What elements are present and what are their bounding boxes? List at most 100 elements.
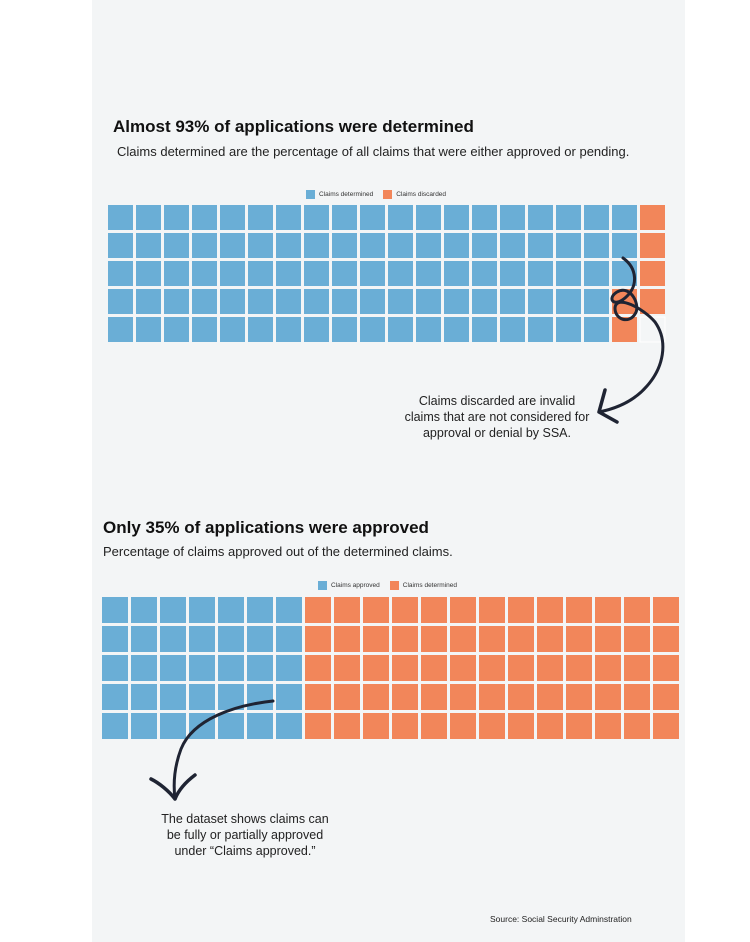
waffle-cell-claims-determined [624, 713, 650, 739]
waffle-cell-claims-approved [160, 713, 186, 739]
waffle-cell-claims-determined [566, 597, 592, 623]
waffle-cell-claims-determined [556, 233, 581, 258]
waffle-cell-claims-approved [131, 626, 157, 652]
chart2-waffle [102, 597, 679, 739]
waffle-cell-claims-determined [192, 317, 217, 342]
waffle-cell-claims-determined [472, 317, 497, 342]
waffle-cell-claims-determined [653, 684, 679, 710]
waffle-cell-claims-determined [360, 233, 385, 258]
waffle-cell-claims-determined [556, 289, 581, 314]
waffle-cell-claims-approved [218, 597, 244, 623]
waffle-cell-claims-determined [164, 233, 189, 258]
waffle-cell-claims-determined [444, 289, 469, 314]
waffle-cell-claims-determined [528, 317, 553, 342]
waffle-cell-claims-determined [500, 205, 525, 230]
waffle-cell-claims-determined [108, 289, 133, 314]
waffle-cell-claims-discarded [640, 205, 665, 230]
waffle-cell-claims-determined [584, 233, 609, 258]
waffle-cell-claims-determined [537, 713, 563, 739]
waffle-cell-claims-determined [537, 655, 563, 681]
waffle-cell-claims-discarded [640, 261, 665, 286]
waffle-cell-claims-determined [334, 713, 360, 739]
waffle-cell-claims-determined [334, 626, 360, 652]
waffle-cell-claims-determined [444, 317, 469, 342]
waffle-cell-claims-determined [363, 713, 389, 739]
waffle-cell-claims-determined [450, 684, 476, 710]
waffle-cell-claims-determined [584, 261, 609, 286]
waffle-cell-claims-determined [472, 289, 497, 314]
waffle-cell-claims-determined [450, 713, 476, 739]
waffle-cell-claims-determined [444, 261, 469, 286]
waffle-cell-claims-determined [332, 289, 357, 314]
waffle-cell-claims-determined [305, 684, 331, 710]
waffle-cell-claims-determined [164, 205, 189, 230]
waffle-cell-claims-determined [276, 261, 301, 286]
chart1-title: Almost 93% of applications were determin… [113, 117, 474, 136]
waffle-cell-claims-approved [276, 655, 302, 681]
waffle-cell-claims-determined [305, 597, 331, 623]
waffle-cell-claims-discarded [640, 289, 665, 314]
legend-item-claims-discarded: Claims discarded [383, 190, 446, 199]
legend-swatch [383, 190, 393, 199]
waffle-cell-claims-determined [304, 261, 329, 286]
waffle-cell-claims-determined [192, 261, 217, 286]
legend-swatch [318, 581, 327, 590]
waffle-cell-claims-determined [332, 233, 357, 258]
waffle-cell-claims-determined [528, 261, 553, 286]
chart1-legend: Claims determined Claims discarded [306, 190, 456, 199]
waffle-cell-claims-determined [276, 289, 301, 314]
waffle-cell-claims-determined [479, 626, 505, 652]
waffle-cell-claims-determined [537, 626, 563, 652]
waffle-cell-claims-determined [276, 317, 301, 342]
waffle-cell-claims-determined [566, 626, 592, 652]
waffle-cell-claims-determined [421, 713, 447, 739]
chart2-annotation-arrow [149, 699, 275, 801]
waffle-cell-claims-determined [248, 317, 273, 342]
chart2-legend: Claims approved Claims determined [318, 581, 467, 590]
waffle-cell-claims-determined [624, 597, 650, 623]
waffle-cell-claims-determined [248, 261, 273, 286]
waffle-cell-claims-determined [508, 684, 534, 710]
waffle-cell-claims-determined [416, 233, 441, 258]
waffle-cell-claims-approved [218, 713, 244, 739]
waffle-cell-claims-determined [392, 655, 418, 681]
waffle-cell-claims-determined [108, 233, 133, 258]
waffle-cell-claims-determined [479, 713, 505, 739]
waffle-cell-claims-determined [479, 597, 505, 623]
waffle-cell-claims-determined [556, 317, 581, 342]
waffle-cell-claims-determined [500, 233, 525, 258]
waffle-cell-claims-approved [160, 626, 186, 652]
waffle-cell-claims-determined [334, 684, 360, 710]
waffle-cell-claims-determined [537, 684, 563, 710]
waffle-cell-claims-determined [508, 597, 534, 623]
waffle-cell-claims-determined [248, 233, 273, 258]
waffle-cell-claims-approved [160, 655, 186, 681]
waffle-cell-claims-determined [595, 713, 621, 739]
waffle-cell-claims-determined [584, 205, 609, 230]
chart2-title: Only 35% of applications were approved [103, 518, 429, 537]
waffle-cell-claims-determined [388, 317, 413, 342]
waffle-cell-claims-determined [363, 626, 389, 652]
waffle-cell-claims-determined [305, 626, 331, 652]
waffle-cell-claims-determined [332, 317, 357, 342]
waffle-cell-claims-determined [108, 317, 133, 342]
waffle-cell-claims-determined [164, 317, 189, 342]
waffle-cell-claims-determined [248, 289, 273, 314]
waffle-cell-claims-determined [416, 289, 441, 314]
waffle-cell-claims-approved [102, 655, 128, 681]
chart2-annotation: The dataset shows claims can be fully or… [161, 812, 329, 858]
legend-item-claims-determined: Claims determined [306, 190, 373, 199]
waffle-cell-claims-determined [416, 205, 441, 230]
waffle-cell-claims-determined [508, 626, 534, 652]
waffle-cell-claims-determined [421, 655, 447, 681]
waffle-cell-claims-determined [136, 289, 161, 314]
waffle-cell-claims-approved [247, 655, 273, 681]
waffle-cell-claims-approved [131, 713, 157, 739]
waffle-cell-claims-determined [220, 233, 245, 258]
waffle-cell-claims-determined [472, 205, 497, 230]
infographic-panel [92, 0, 685, 942]
waffle-cell-claims-approved [102, 684, 128, 710]
waffle-cell-claims-determined [472, 233, 497, 258]
waffle-cell-claims-approved [102, 597, 128, 623]
legend-item-claims-approved: Claims approved [318, 581, 380, 590]
